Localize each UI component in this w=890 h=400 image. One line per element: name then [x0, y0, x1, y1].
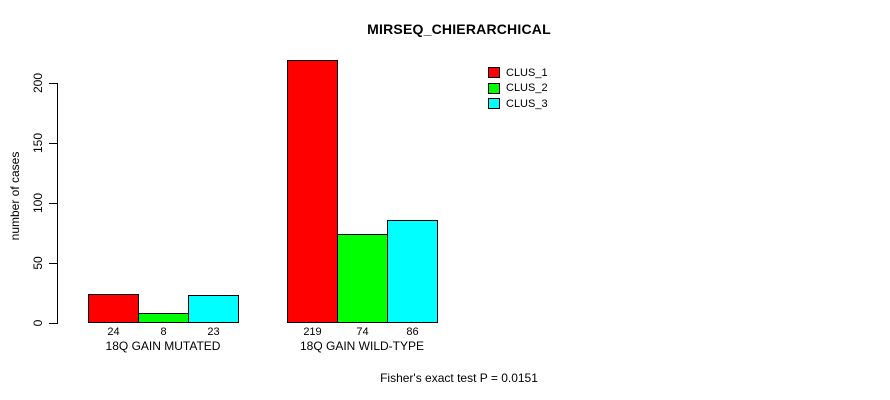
- bar-value-label: 24: [107, 326, 120, 338]
- x-category-label: 18Q GAIN MUTATED: [105, 339, 221, 353]
- y-tick: [49, 263, 57, 264]
- legend-label: CLUS_3: [506, 97, 548, 110]
- bar-clus_2: [138, 313, 189, 323]
- annotation-fisher-test: Fisher's exact test P = 0.0151: [380, 371, 538, 385]
- bar-clus_3: [188, 295, 239, 323]
- legend-swatch-clus_3: [488, 98, 500, 109]
- legend-swatch-clus_2: [488, 82, 500, 94]
- legend-item-clus_3: CLUS_3: [488, 97, 548, 110]
- legend-item-clus_1: CLUS_1: [488, 66, 548, 79]
- y-tick-label: 150: [31, 132, 45, 154]
- y-tick: [49, 143, 57, 144]
- bar-clus_1: [88, 294, 139, 323]
- chart-title: MIRSEQ_CHIERARCHICAL: [367, 21, 551, 37]
- legend-swatch-clus_1: [488, 67, 500, 78]
- legend-item-clus_2: CLUS_2: [488, 82, 548, 95]
- legend-label: CLUS_2: [506, 82, 548, 94]
- bar-value-label: 23: [207, 326, 220, 338]
- bar-clus_1: [287, 60, 338, 323]
- y-tick-label: 0: [31, 319, 45, 327]
- y-axis-line: [57, 83, 58, 324]
- bar-value-label: 219: [303, 326, 322, 338]
- y-tick-label: 50: [31, 256, 45, 270]
- legend-label: CLUS_1: [506, 66, 548, 79]
- bar-clus_2: [337, 234, 388, 323]
- y-tick-label: 100: [31, 192, 45, 214]
- y-tick: [49, 203, 57, 204]
- y-tick-label: 200: [31, 72, 45, 94]
- y-axis-title: number of cases: [8, 151, 22, 241]
- x-category-label: 18Q GAIN WILD-TYPE: [299, 339, 425, 353]
- bar-value-label: 74: [356, 326, 369, 338]
- bar-value-label: 86: [406, 326, 419, 338]
- y-tick: [49, 323, 57, 324]
- y-tick: [49, 83, 57, 84]
- bar-clus_3: [387, 220, 438, 323]
- bar-value-label: 8: [160, 326, 167, 338]
